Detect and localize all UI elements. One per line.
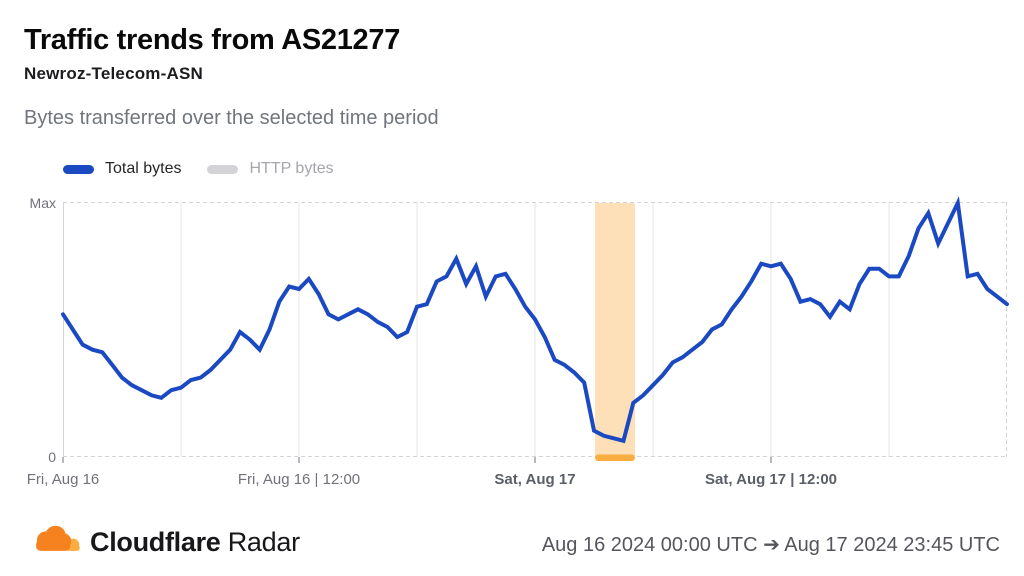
brand-radar: Radar: [227, 527, 300, 557]
legend-item-http-bytes[interactable]: HTTP bytes: [207, 160, 334, 178]
page-title: Traffic trends from AS21277: [24, 24, 401, 56]
cloudflare-logo-icon: [36, 525, 80, 555]
x-tick-label: Fri, Aug 16: [26, 471, 100, 488]
chart-description: Bytes transferred over the selected time…: [24, 107, 439, 129]
y-axis-zero-label: 0: [48, 449, 56, 465]
y-axis-max-label: Max: [29, 195, 56, 211]
legend-label-total-bytes: Total bytes: [105, 160, 182, 177]
chart-legend: Total bytes HTTP bytes: [63, 158, 334, 180]
http-bytes-swatch-icon: [207, 164, 239, 174]
brand-wordmark: Cloudflare Radar: [90, 527, 300, 558]
legend-item-total-bytes[interactable]: Total bytes: [63, 160, 181, 178]
total-bytes-swatch-icon: [63, 164, 94, 174]
asn-name: Newroz-Telecom-ASN: [24, 64, 203, 83]
date-range-label: Aug 16 2024 00:00 UTC ➔ Aug 17 2024 23:4…: [541, 534, 1000, 556]
x-tick-label: Sat, Aug 17 | 12:00: [704, 471, 838, 488]
traffic-line-chart[interactable]: [61, 196, 1009, 464]
legend-label-http-bytes: HTTP bytes: [249, 160, 334, 177]
x-tick-label: Sat, Aug 17: [494, 471, 576, 488]
brand-cloudflare: Cloudflare: [90, 527, 221, 557]
x-tick-label: Fri, Aug 16 | 12:00: [237, 471, 361, 488]
